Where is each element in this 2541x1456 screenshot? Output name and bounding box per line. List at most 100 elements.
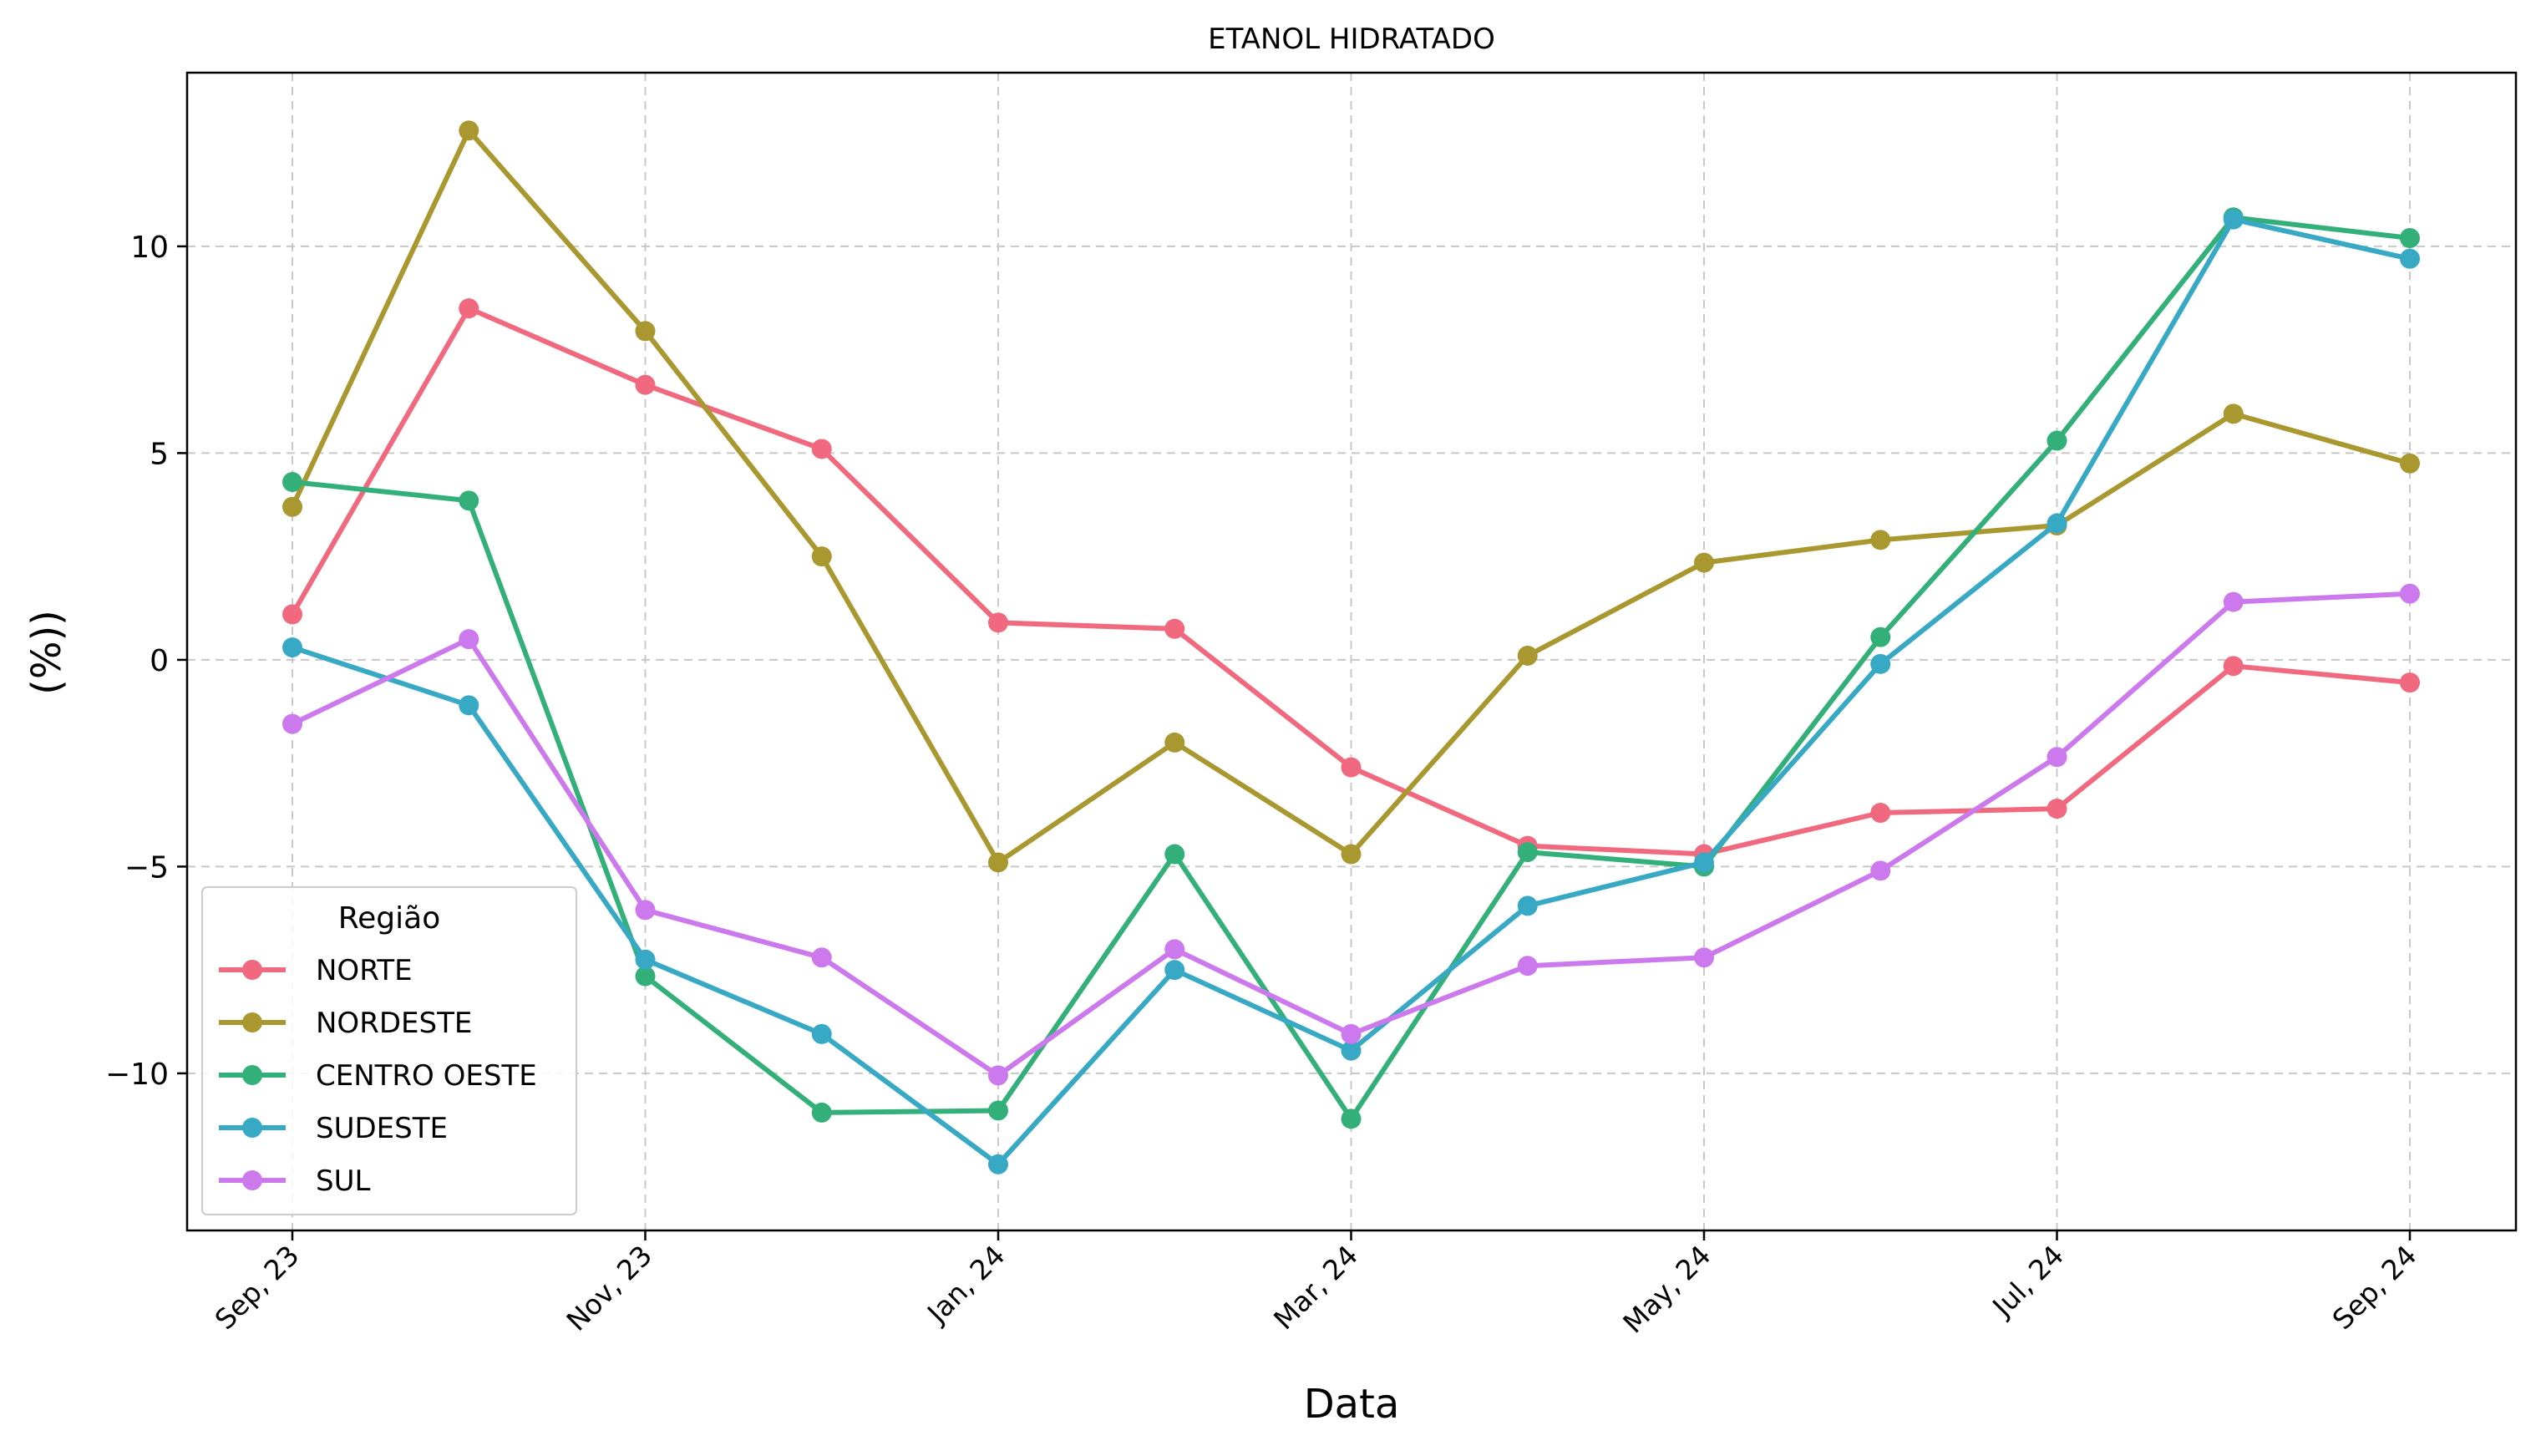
legend-item: SUDESTE (219, 1112, 448, 1145)
data-point (811, 546, 832, 567)
legend-label: NORDESTE (316, 1007, 472, 1040)
data-point (282, 604, 302, 625)
data-point (811, 1023, 832, 1044)
legend-item: NORDESTE (219, 1007, 472, 1040)
data-point (1341, 757, 1362, 778)
data-point (1870, 627, 1891, 647)
data-point (988, 852, 1008, 873)
data-point (2400, 248, 2420, 269)
data-point (988, 1065, 1008, 1086)
data-point (1164, 939, 1185, 960)
data-point (1164, 732, 1185, 753)
data-point (2223, 591, 2244, 612)
data-point (2400, 453, 2420, 474)
data-point (459, 629, 479, 650)
y-axis: −10 −5 0 5 10 (105, 231, 187, 1092)
data-point (1341, 844, 1362, 865)
series-norte (282, 298, 2420, 865)
data-point (988, 1154, 1008, 1174)
legend-item: NORTE (219, 954, 413, 987)
data-point (1517, 842, 1538, 863)
legend-box (201, 886, 577, 1215)
data-point (1870, 860, 1891, 881)
data-point (282, 637, 302, 658)
data-point (459, 120, 479, 141)
x-axis-label: Data (1304, 1381, 1400, 1428)
legend-swatch-marker (242, 1170, 262, 1190)
series-sul (282, 583, 2420, 1086)
legend-swatch-marker (242, 960, 262, 980)
data-point (1870, 653, 1891, 674)
data-point (282, 472, 302, 493)
data-point (1517, 645, 1538, 666)
data-point (459, 490, 479, 511)
legend-label: SUL (316, 1164, 370, 1198)
data-point (2223, 656, 2244, 677)
y-tick-label: 5 (150, 437, 169, 471)
data-point (635, 949, 656, 970)
data-point (1164, 960, 1185, 981)
chart-title: ETANOL HIDRATADO (1208, 23, 1495, 56)
data-point (2400, 672, 2420, 693)
data-point (1341, 1108, 1362, 1129)
data-point (1694, 552, 1714, 573)
legend-label: CENTRO OESTE (316, 1059, 537, 1093)
data-point (635, 900, 656, 921)
legend-item: SUL (219, 1164, 370, 1198)
legend-swatch-marker (242, 1012, 262, 1032)
y-tick-label: 0 (150, 644, 169, 678)
x-tick-label: Sep, 24 (2326, 1239, 2423, 1336)
data-point (2046, 513, 2067, 534)
x-tick-label: May, 24 (1616, 1239, 1717, 1339)
data-point (1341, 1040, 1362, 1061)
data-point (1694, 852, 1714, 873)
data-point (2400, 228, 2420, 248)
series-line (290, 128, 2411, 865)
data-point (1164, 844, 1185, 865)
data-point (2223, 403, 2244, 424)
y-axis-label: (%)) (23, 610, 70, 695)
y-tick-label: 10 (130, 231, 169, 265)
x-tick-label: Jul, 24 (1985, 1239, 2070, 1324)
data-point (2223, 209, 2244, 230)
x-tick-label: Jan, 24 (920, 1239, 1011, 1330)
series-sudeste (282, 209, 2420, 1174)
data-point (459, 298, 479, 319)
data-point (282, 713, 302, 734)
data-point (988, 1100, 1008, 1121)
x-tick-label: Nov, 23 (560, 1239, 659, 1337)
data-point (811, 1102, 832, 1123)
legend-item: CENTRO OESTE (219, 1059, 537, 1093)
legend-title: Região (338, 901, 440, 936)
series-layer (282, 120, 2420, 1174)
legend-swatch-marker (242, 1065, 262, 1085)
data-point (2046, 799, 2067, 819)
legend-label: NORTE (316, 954, 413, 987)
data-point (1517, 956, 1538, 977)
data-point (2046, 747, 2067, 768)
data-point (811, 439, 832, 459)
data-point (2400, 583, 2420, 604)
data-point (635, 374, 656, 395)
data-point (282, 496, 302, 517)
data-point (988, 612, 1008, 633)
data-point (459, 695, 479, 716)
data-point (1870, 803, 1891, 824)
y-tick-label: −10 (105, 1058, 169, 1092)
x-tick-label: Sep, 23 (209, 1239, 306, 1336)
data-point (1164, 618, 1185, 639)
data-point (635, 321, 656, 342)
series-centro-oeste (282, 207, 2420, 1129)
data-point (1341, 1023, 1362, 1044)
data-point (2046, 430, 2067, 451)
y-tick-label: −5 (124, 850, 169, 885)
x-axis: Sep, 23 Nov, 23 Jan, 24 Mar, 24 May, 24 Jul, … (209, 1230, 2423, 1339)
legend-label: SUDESTE (316, 1112, 448, 1145)
legend-swatch-marker (242, 1118, 262, 1138)
x-tick-label: Mar, 24 (1267, 1239, 1364, 1336)
legend: Região NORTE NORDESTE CENTRO OESTE SUDESTE SU… (201, 886, 577, 1215)
data-point (1870, 530, 1891, 550)
data-point (635, 966, 656, 987)
data-point (1517, 895, 1538, 916)
